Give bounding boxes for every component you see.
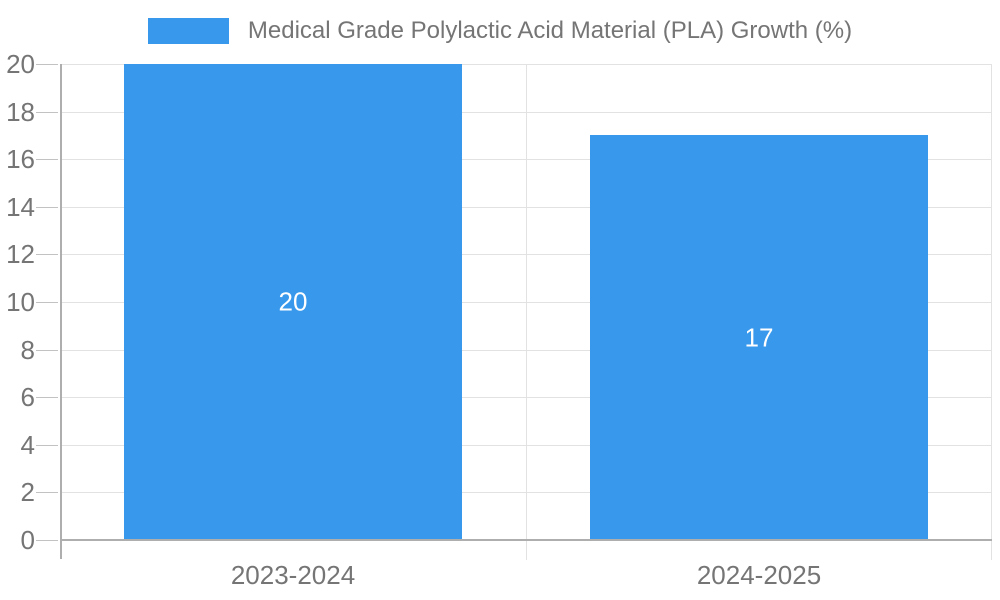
y-tick-mark <box>36 64 58 65</box>
y-tick-mark <box>36 206 58 208</box>
y-axis-tick-label: 4 <box>20 429 35 460</box>
y-axis-tick-label: 6 <box>20 382 35 413</box>
y-tick-mark <box>36 444 58 446</box>
y-tick-mark <box>36 111 58 113</box>
plot-area: 20 17 <box>36 64 992 560</box>
y-tick-mark <box>36 397 58 399</box>
y-axis-tick-label: 14 <box>6 191 35 222</box>
plot-right-edge-line <box>991 64 992 560</box>
y-axis-labels: 0 2 4 6 8 10 12 14 16 18 20 <box>0 51 35 553</box>
x-axis-labels: 2023-2024 2024-2025 <box>60 560 992 590</box>
y-axis-tick-label: 2 <box>20 477 35 508</box>
bar-2023-2024[interactable]: 20 <box>124 64 462 540</box>
y-axis-tick-label: 8 <box>20 334 35 365</box>
legend-item[interactable]: Medical Grade Polylactic Acid Material (… <box>147 17 853 45</box>
bar-value-label: 17 <box>744 322 774 353</box>
y-axis-tick-label: 10 <box>6 287 35 317</box>
x-axis-label: 2023-2024 <box>230 560 356 590</box>
y-axis-tick-label: 0 <box>20 525 35 555</box>
y-axis-tick-label: 12 <box>6 239 35 270</box>
y-tick-mark <box>36 492 58 494</box>
category-separator-line <box>525 64 527 560</box>
y-axis-tick-label: 16 <box>6 144 35 175</box>
bar-value-label: 20 <box>278 286 308 317</box>
y-axis-line <box>60 64 62 559</box>
y-tick-mark <box>36 254 58 256</box>
y-axis-tick-label: 20 <box>6 49 35 79</box>
x-axis-label: 2024-2025 <box>696 560 822 590</box>
y-tick-mark <box>36 302 58 303</box>
legend: Medical Grade Polylactic Acid Material (… <box>0 17 1000 45</box>
legend-label: Medical Grade Polylactic Acid Material (… <box>247 17 853 44</box>
y-tick-mark <box>36 349 58 351</box>
y-tick-mark <box>36 159 58 161</box>
y-axis-tick-label: 18 <box>6 96 35 127</box>
legend-color-swatch <box>147 18 229 44</box>
bar-2024-2025[interactable]: 17 <box>590 135 928 540</box>
y-tick-mark <box>36 540 58 541</box>
x-axis-line <box>60 539 992 541</box>
